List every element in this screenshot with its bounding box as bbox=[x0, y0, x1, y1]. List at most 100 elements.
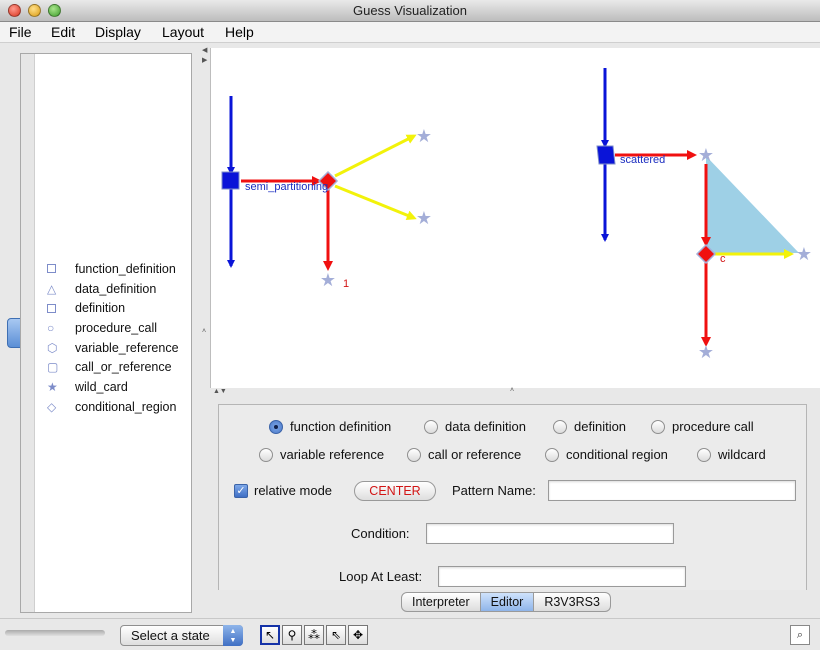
splitter-grip-icon[interactable]: ˄ bbox=[510, 387, 515, 394]
legend-label: call_or_reference bbox=[75, 360, 172, 375]
pattern-name-label: Pattern Name: bbox=[452, 483, 536, 498]
hexagon-icon: ⬡ bbox=[47, 340, 58, 355]
radio-label: wildcard bbox=[718, 447, 766, 462]
horizontal-splitter[interactable]: ▲▼ ˄ bbox=[210, 387, 820, 398]
radio-function-definition[interactable]: function definition bbox=[269, 419, 391, 434]
pointer-tool-icon[interactable]: ↖ bbox=[260, 625, 280, 645]
tab-editor[interactable]: Editor bbox=[480, 592, 535, 612]
menu-file[interactable]: File bbox=[9, 24, 32, 40]
legend-item: definition bbox=[47, 298, 179, 318]
radio-dot[interactable] bbox=[424, 419, 438, 434]
radio-data-definition[interactable]: data definition bbox=[424, 419, 526, 434]
splitter-grip-icon[interactable]: ˄ bbox=[202, 328, 207, 335]
loop-at-least-field[interactable] bbox=[438, 566, 686, 587]
radio-dot-selected[interactable] bbox=[269, 419, 283, 434]
node-label-semi-partitioning: semi_partitioning bbox=[245, 181, 329, 193]
menu-layout[interactable]: Layout bbox=[162, 24, 205, 40]
radio-label: procedure call bbox=[672, 419, 754, 434]
rounded-rect-icon: ▢ bbox=[47, 360, 59, 375]
close-window-button[interactable] bbox=[8, 4, 21, 17]
radio-call-or-reference[interactable]: call or reference bbox=[407, 447, 521, 462]
zoom-tool-icon[interactable]: ⚲ bbox=[282, 625, 302, 645]
radio-label: definition bbox=[574, 419, 627, 434]
radio-label: variable reference bbox=[280, 447, 385, 462]
radio-dot[interactable] bbox=[651, 419, 665, 434]
radio-dot[interactable] bbox=[553, 419, 567, 434]
node-label-one: 1 bbox=[343, 278, 350, 290]
center-button[interactable]: CENTER bbox=[354, 481, 436, 501]
layout-tool-icon[interactable]: ✥ bbox=[348, 625, 368, 645]
menu-display[interactable]: Display bbox=[95, 24, 141, 40]
bottom-toolbar: Select a state ▲ ▼ ↖ ⚲ ⁂ ⇖ ✥ bbox=[0, 618, 820, 650]
radio-dot[interactable] bbox=[697, 447, 711, 462]
legend-list: function_definition △ data_definition de… bbox=[47, 259, 179, 417]
legend-label: procedure_call bbox=[75, 320, 157, 335]
pattern-name-field[interactable] bbox=[548, 480, 796, 501]
legend-label: wild_card bbox=[75, 379, 128, 394]
legend-item: ⬡ variable_reference bbox=[47, 338, 179, 358]
collapse-up-arrow-icon[interactable]: ▲▼ bbox=[213, 388, 227, 395]
collapse-left-arrow-icon[interactable]: ◀ bbox=[202, 47, 208, 54]
legend-item: ★ wild_card bbox=[47, 377, 179, 397]
edge-yellow bbox=[334, 134, 417, 178]
menu-help[interactable]: Help bbox=[225, 24, 254, 40]
radio-variable-reference[interactable]: variable reference bbox=[259, 447, 384, 462]
zoom-slider[interactable] bbox=[5, 630, 105, 636]
dropdown-arrows-icon: ▲ ▼ bbox=[223, 625, 243, 646]
graph-svg: ★ ★ ★ ★ ★ ★ bbox=[221, 68, 812, 362]
node-star: ★ bbox=[698, 145, 714, 165]
node-tool-icon[interactable]: ⁂ bbox=[304, 625, 324, 645]
node-star: ★ bbox=[320, 270, 336, 290]
menu-bar: File Edit Display Layout Help bbox=[0, 22, 820, 43]
condition-label: Condition: bbox=[351, 526, 410, 541]
radio-dot[interactable] bbox=[545, 447, 559, 462]
node-star: ★ bbox=[416, 208, 432, 228]
star-icon: ★ bbox=[47, 379, 58, 394]
tab-interpreter[interactable]: Interpreter bbox=[401, 592, 481, 612]
tab-r3v3rs3[interactable]: R3V3RS3 bbox=[534, 592, 611, 612]
radio-definition[interactable]: definition bbox=[553, 419, 626, 434]
vertical-splitter[interactable]: ◀ ▶ ˄ bbox=[197, 46, 209, 618]
square-icon bbox=[47, 264, 56, 274]
node-conditional-region bbox=[317, 170, 339, 192]
square-icon bbox=[47, 303, 56, 313]
bottom-tabs: Interpreter Editor R3V3RS3 bbox=[401, 592, 611, 612]
loop-at-least-label: Loop At Least: bbox=[339, 569, 423, 584]
screenshot-icon[interactable]: ⌕ bbox=[790, 625, 810, 645]
radio-dot[interactable] bbox=[407, 447, 421, 462]
region-triangle bbox=[706, 156, 799, 253]
triangle-icon: △ bbox=[47, 281, 57, 296]
legend-label: conditional_region bbox=[75, 399, 177, 414]
legend-item: △ data_definition bbox=[47, 279, 179, 299]
minimize-window-button[interactable] bbox=[28, 4, 41, 17]
radio-procedure-call[interactable]: procedure call bbox=[651, 419, 754, 434]
node-star: ★ bbox=[796, 244, 812, 264]
select-state-dropdown[interactable]: Select a state ▲ ▼ bbox=[120, 625, 243, 646]
condition-field[interactable] bbox=[426, 523, 674, 544]
radio-dot[interactable] bbox=[259, 447, 273, 462]
editor-panel: function definition data definition defi… bbox=[218, 404, 807, 590]
node-label-c: c bbox=[720, 253, 726, 265]
legend-panel-gutter bbox=[21, 54, 35, 612]
node-definition bbox=[596, 145, 616, 165]
diamond-icon: ◇ bbox=[47, 399, 57, 414]
expand-right-arrow-icon[interactable]: ▶ bbox=[202, 57, 208, 64]
radio-conditional-region[interactable]: conditional region bbox=[545, 447, 668, 462]
zoom-window-button[interactable] bbox=[48, 4, 61, 17]
radio-wildcard[interactable]: wildcard bbox=[697, 447, 766, 462]
radio-label: function definition bbox=[290, 419, 392, 434]
legend-label: definition bbox=[75, 301, 126, 316]
node-function-definition bbox=[221, 171, 240, 190]
radio-label: data definition bbox=[445, 419, 526, 434]
legend-item: function_definition bbox=[47, 259, 179, 279]
radio-label: call or reference bbox=[428, 447, 522, 462]
legend-item: ▢ call_or_reference bbox=[47, 357, 179, 377]
legend-item: ◇ conditional_region bbox=[47, 397, 179, 417]
edge-tool-icon[interactable]: ⇖ bbox=[326, 625, 346, 645]
title-bar: Guess Visualization bbox=[0, 0, 820, 22]
graph-canvas[interactable]: ★ ★ ★ ★ ★ ★ semi_partitioning 1 scattere… bbox=[210, 48, 820, 388]
relative-mode-checkbox[interactable]: ✓ bbox=[234, 484, 248, 498]
legend-label: function_definition bbox=[75, 261, 176, 276]
menu-edit[interactable]: Edit bbox=[51, 24, 76, 40]
node-conditional-region bbox=[695, 243, 717, 265]
